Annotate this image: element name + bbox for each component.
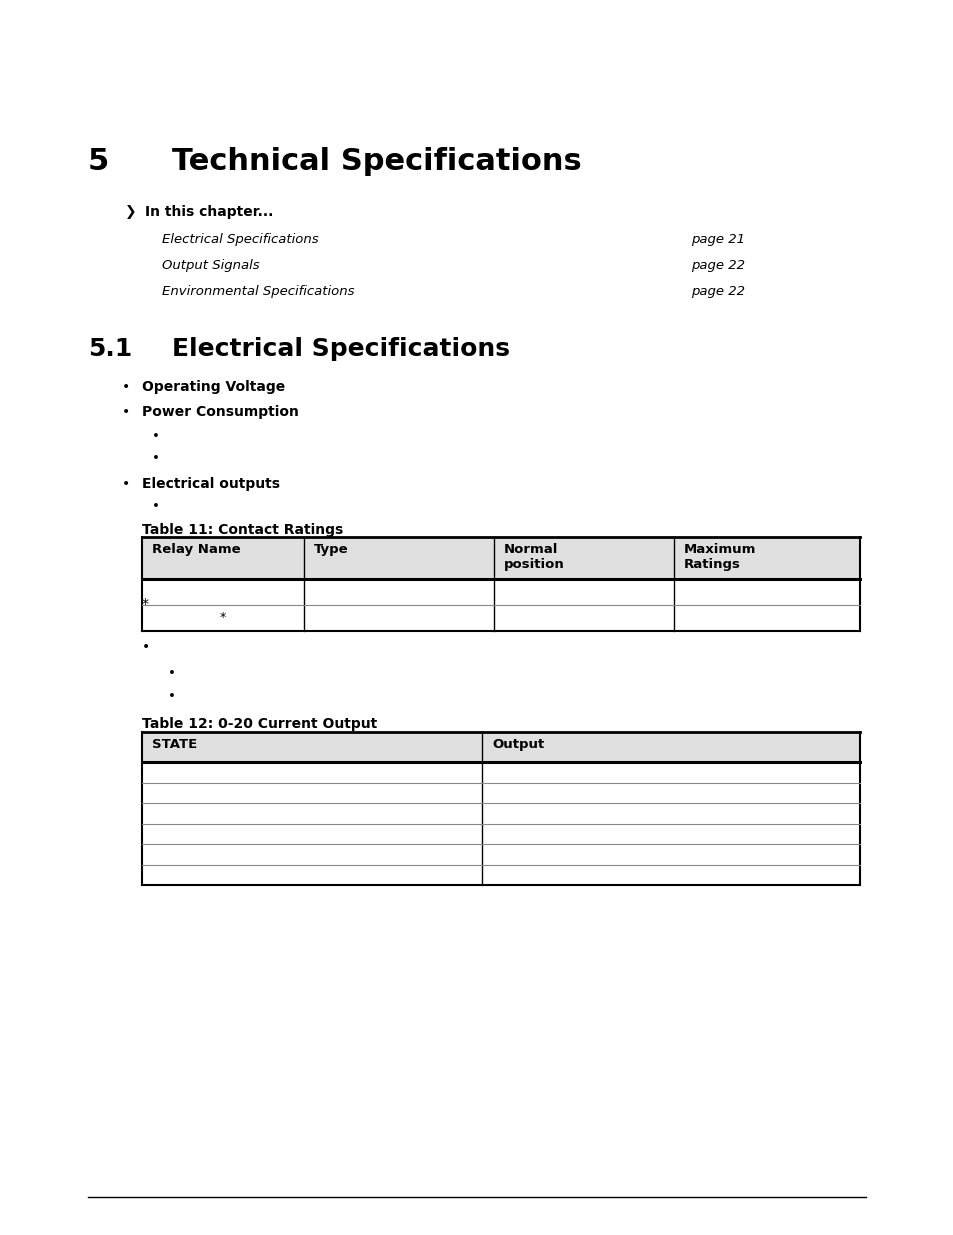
Text: STATE: STATE [152,739,197,751]
Text: In this chapter...: In this chapter... [145,205,274,219]
Text: *: * [219,611,226,625]
Text: •: • [168,667,175,680]
Text: Power Consumption: Power Consumption [142,405,298,419]
Text: •: • [142,640,150,655]
Text: Operating Voltage: Operating Voltage [142,380,285,394]
Text: Electrical outputs: Electrical outputs [142,477,280,492]
Text: Output Signals: Output Signals [162,259,259,272]
Text: •: • [122,405,131,419]
Text: Output: Output [492,739,543,751]
Text: page 22: page 22 [690,259,744,272]
Text: 5: 5 [88,147,110,177]
Text: Electrical Specifications: Electrical Specifications [162,233,318,246]
Text: 5.1: 5.1 [88,337,132,361]
Text: •: • [152,500,160,513]
Text: Table 12: 0-20 Current Output: Table 12: 0-20 Current Output [142,718,376,731]
Text: *: * [142,597,149,611]
Text: •: • [152,430,160,443]
Text: Normal
position: Normal position [503,543,564,571]
Text: Maximum
Ratings: Maximum Ratings [683,543,756,571]
Bar [142,537,859,579]
Text: page 21: page 21 [690,233,744,246]
Bar [142,732,859,762]
Text: Relay Name: Relay Name [152,543,240,556]
Text: ❯: ❯ [125,205,136,219]
Text: Type: Type [314,543,348,556]
Text: Electrical Specifications: Electrical Specifications [172,337,510,361]
Text: •: • [122,477,131,492]
Text: Table 11: Contact Ratings: Table 11: Contact Ratings [142,522,343,537]
Text: page 22: page 22 [690,285,744,298]
Text: Environmental Specifications: Environmental Specifications [162,285,355,298]
Text: •: • [168,690,175,703]
Text: •: • [152,452,160,466]
Text: •: • [122,380,131,394]
Text: Technical Specifications: Technical Specifications [172,147,581,177]
